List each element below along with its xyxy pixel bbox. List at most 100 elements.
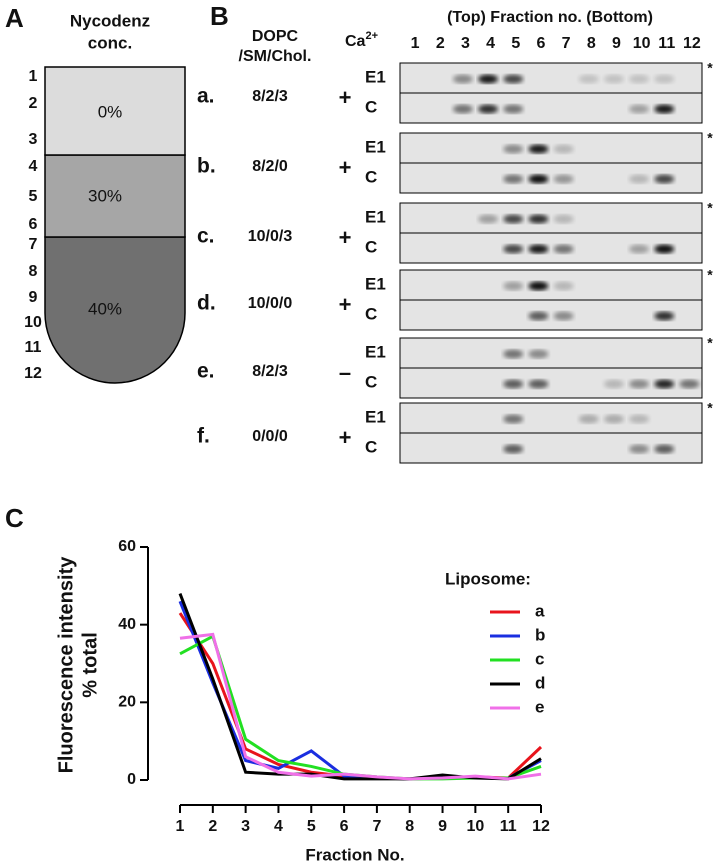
- band: [654, 174, 675, 184]
- asterisk: *: [707, 200, 713, 216]
- tube-layer: [44, 154, 186, 238]
- x-tick-label: 10: [466, 818, 484, 835]
- y-tick-label: 0: [127, 771, 136, 788]
- lane-label: E1: [365, 274, 386, 293]
- lane-label: E1: [365, 342, 386, 361]
- row-letter: e.: [197, 360, 215, 383]
- band: [528, 379, 549, 389]
- panel-label: A: [5, 3, 24, 33]
- band: [528, 311, 549, 321]
- legend-label: d: [535, 673, 545, 692]
- y-tick-label: 40: [118, 616, 136, 633]
- column-header: (Top) Fraction no. (Bottom): [447, 9, 653, 26]
- band: [654, 74, 675, 84]
- asterisk: *: [707, 400, 713, 416]
- fraction-number: 6: [29, 216, 38, 233]
- band: [503, 104, 524, 114]
- calcium-sign: –: [339, 360, 351, 385]
- tube-layer: [44, 236, 186, 384]
- band: [553, 281, 574, 291]
- fraction-number: 9: [612, 35, 621, 52]
- band: [629, 444, 650, 454]
- legend-label: a: [535, 601, 545, 620]
- x-tick-label: 12: [532, 818, 550, 835]
- band: [528, 174, 549, 184]
- lipid-composition: 8/2/3: [252, 363, 288, 380]
- band: [629, 414, 650, 424]
- row-letter: c.: [197, 225, 215, 248]
- layer-label: 0%: [98, 102, 123, 121]
- row-letter: a.: [197, 85, 215, 108]
- legend-title: Liposome:: [445, 569, 531, 588]
- band: [654, 444, 675, 454]
- fraction-number: 11: [25, 339, 42, 356]
- fraction-number: 10: [633, 35, 651, 52]
- band: [603, 414, 624, 424]
- calcium-sign: +: [339, 225, 352, 250]
- band: [528, 214, 549, 224]
- band: [478, 214, 499, 224]
- band: [503, 174, 524, 184]
- band: [553, 311, 574, 321]
- band: [629, 379, 650, 389]
- asterisk: *: [707, 130, 713, 146]
- x-tick-label: 5: [307, 818, 316, 835]
- calcium-sign: +: [339, 425, 352, 450]
- band: [629, 174, 650, 184]
- band: [603, 379, 624, 389]
- fraction-number: 8: [29, 263, 38, 280]
- data-line: [179, 632, 542, 781]
- band: [629, 244, 650, 254]
- tube-title: conc.: [88, 33, 132, 52]
- lane-label: C: [365, 304, 377, 323]
- fraction-number: 5: [29, 188, 38, 205]
- x-tick-label: 11: [500, 818, 517, 835]
- band: [578, 74, 599, 84]
- y-axis-label: % total: [79, 632, 101, 698]
- fraction-number: 9: [29, 289, 38, 306]
- band: [503, 379, 524, 389]
- band: [629, 104, 650, 114]
- fraction-number: 5: [511, 35, 520, 52]
- band: [503, 244, 524, 254]
- fraction-number: 10: [24, 314, 42, 331]
- fraction-number: 1: [29, 68, 38, 85]
- band: [553, 244, 574, 254]
- band: [503, 349, 524, 359]
- fraction-number: 3: [29, 131, 38, 148]
- column-header: /SM/Chol.: [239, 48, 312, 65]
- band: [654, 244, 675, 254]
- asterisk: *: [707, 60, 713, 76]
- fraction-number: 11: [658, 35, 675, 52]
- fraction-number: 7: [562, 35, 571, 52]
- legend-label: e: [535, 697, 544, 716]
- data-line: [178, 612, 543, 781]
- lane-label: E1: [365, 67, 386, 86]
- band: [452, 104, 473, 114]
- band: [503, 144, 524, 154]
- x-tick-label: 6: [340, 818, 349, 835]
- fraction-number: 4: [486, 35, 495, 52]
- band: [528, 144, 549, 154]
- lipid-composition: 8/2/0: [252, 158, 288, 175]
- fraction-number: 4: [29, 158, 38, 175]
- band: [503, 281, 524, 291]
- band: [578, 414, 599, 424]
- data-line: [178, 600, 542, 781]
- lipid-composition: 0/0/0: [252, 428, 288, 445]
- x-axis-label: Fraction No.: [305, 845, 404, 864]
- data-line: [178, 593, 542, 781]
- band: [503, 214, 524, 224]
- x-tick-label: 9: [438, 818, 447, 835]
- band: [452, 74, 473, 84]
- band: [528, 281, 549, 291]
- fraction-number: 6: [536, 35, 545, 52]
- x-tick-label: 2: [208, 818, 217, 835]
- legend-label: b: [535, 625, 545, 644]
- band: [503, 444, 524, 454]
- y-tick-label: 60: [118, 538, 136, 555]
- band: [629, 74, 650, 84]
- row-letter: f.: [197, 425, 210, 448]
- band: [603, 74, 624, 84]
